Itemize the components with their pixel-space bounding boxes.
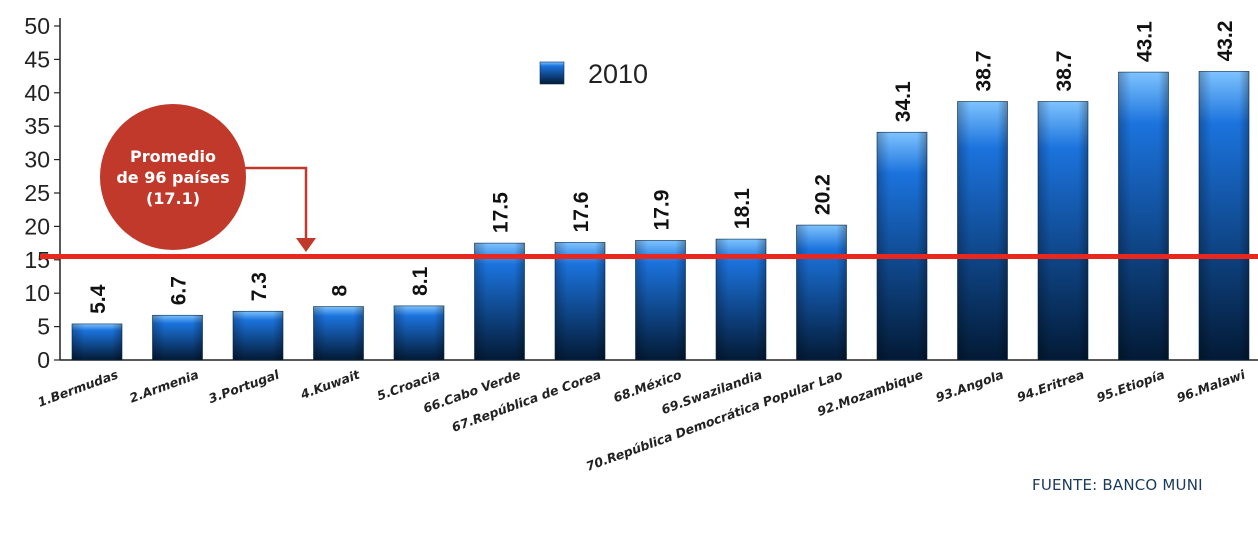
bar-shading — [957, 101, 1008, 360]
value-label: 34.1 — [892, 81, 915, 122]
callout-connector — [230, 166, 308, 240]
callout-line-1: Promedio — [129, 146, 217, 166]
value-label: 18.1 — [731, 188, 754, 229]
value-label: 38.7 — [973, 51, 996, 92]
value-label: 17.6 — [570, 192, 593, 233]
bar-shading — [877, 132, 927, 360]
x-tick-label: 93.Angola — [934, 367, 1006, 405]
value-label: 6.7 — [168, 276, 191, 305]
x-tick-label: 1.Bermudas — [36, 367, 120, 410]
bar-shading — [555, 242, 605, 360]
x-tick-labels: 1.Bermudas 2.Armenia 3.Portugal 4.Kuwait 5.C… — [36, 366, 1248, 473]
value-label: 43.2 — [1214, 21, 1237, 62]
bar-shading — [1199, 71, 1249, 360]
x-tick-label: 94.Eritrea — [1015, 367, 1086, 405]
x-tick-label: 3.Portugal — [206, 366, 281, 406]
value-label: 5.4 — [87, 284, 110, 314]
y-tick-label: 0 — [37, 347, 50, 373]
value-label: 8 — [329, 285, 352, 297]
source-note: FUENTE: BANCO MUNI — [1032, 476, 1203, 494]
legend-label: 2010 — [588, 59, 648, 89]
x-tick-label: 96.Malawi — [1175, 366, 1248, 405]
y-tick-label: 45 — [24, 46, 50, 72]
value-label: 17.5 — [490, 192, 513, 233]
y-tick-label: 5 — [37, 314, 50, 340]
y-tick-label: 20 — [24, 213, 50, 239]
bars — [71, 71, 1250, 361]
callout-line-3: (17.1) — [145, 188, 201, 208]
bar-shading — [72, 323, 122, 360]
value-label: 38.7 — [1053, 51, 1076, 92]
bar-shading — [152, 315, 203, 360]
x-tick-label: 67.República de Corea — [450, 367, 603, 435]
bar-shading — [716, 239, 766, 360]
value-label: 7.3 — [248, 272, 271, 301]
bar-shading — [394, 305, 444, 360]
value-label: 8.1 — [409, 266, 432, 296]
x-tick-label: 95.Etiopía — [1094, 367, 1166, 405]
legend-swatch — [539, 61, 565, 85]
y-tick-label: 50 — [24, 13, 50, 39]
x-tick-label: 4.Kuwait — [298, 366, 363, 402]
bar-shading — [1038, 101, 1088, 360]
y-tick-label: 30 — [24, 147, 50, 173]
legend: 2010 — [539, 59, 648, 89]
y-tick-label: 15 — [24, 247, 50, 273]
value-label: 43.1 — [1134, 21, 1157, 62]
y-tick-label: 35 — [24, 113, 50, 139]
callout-arrowhead — [296, 238, 316, 252]
bar-shading — [1118, 72, 1169, 360]
bar-shading — [474, 243, 525, 360]
y-tick-label: 25 — [24, 180, 50, 206]
callout-line-2: de 96 países — [116, 167, 230, 187]
value-label: 17.9 — [651, 190, 674, 231]
bar-shading — [796, 225, 847, 360]
x-tick-label: 2.Armenia — [127, 367, 200, 406]
value-label: 20.2 — [812, 174, 835, 215]
average-callout: Promedio de 96 países (17.1) — [100, 104, 246, 250]
reference-line-group — [40, 166, 1258, 259]
value-labels: 5.4 6.7 7.3 8 8.1 17.5 17.6 17.9 18.1 20.2 34.1 38.… — [87, 21, 1237, 314]
bar-shading — [313, 306, 364, 360]
bar-shading — [233, 311, 283, 360]
bar-shading — [635, 240, 686, 360]
y-tick-label: 10 — [24, 280, 50, 306]
y-tick-label: 40 — [24, 80, 50, 106]
